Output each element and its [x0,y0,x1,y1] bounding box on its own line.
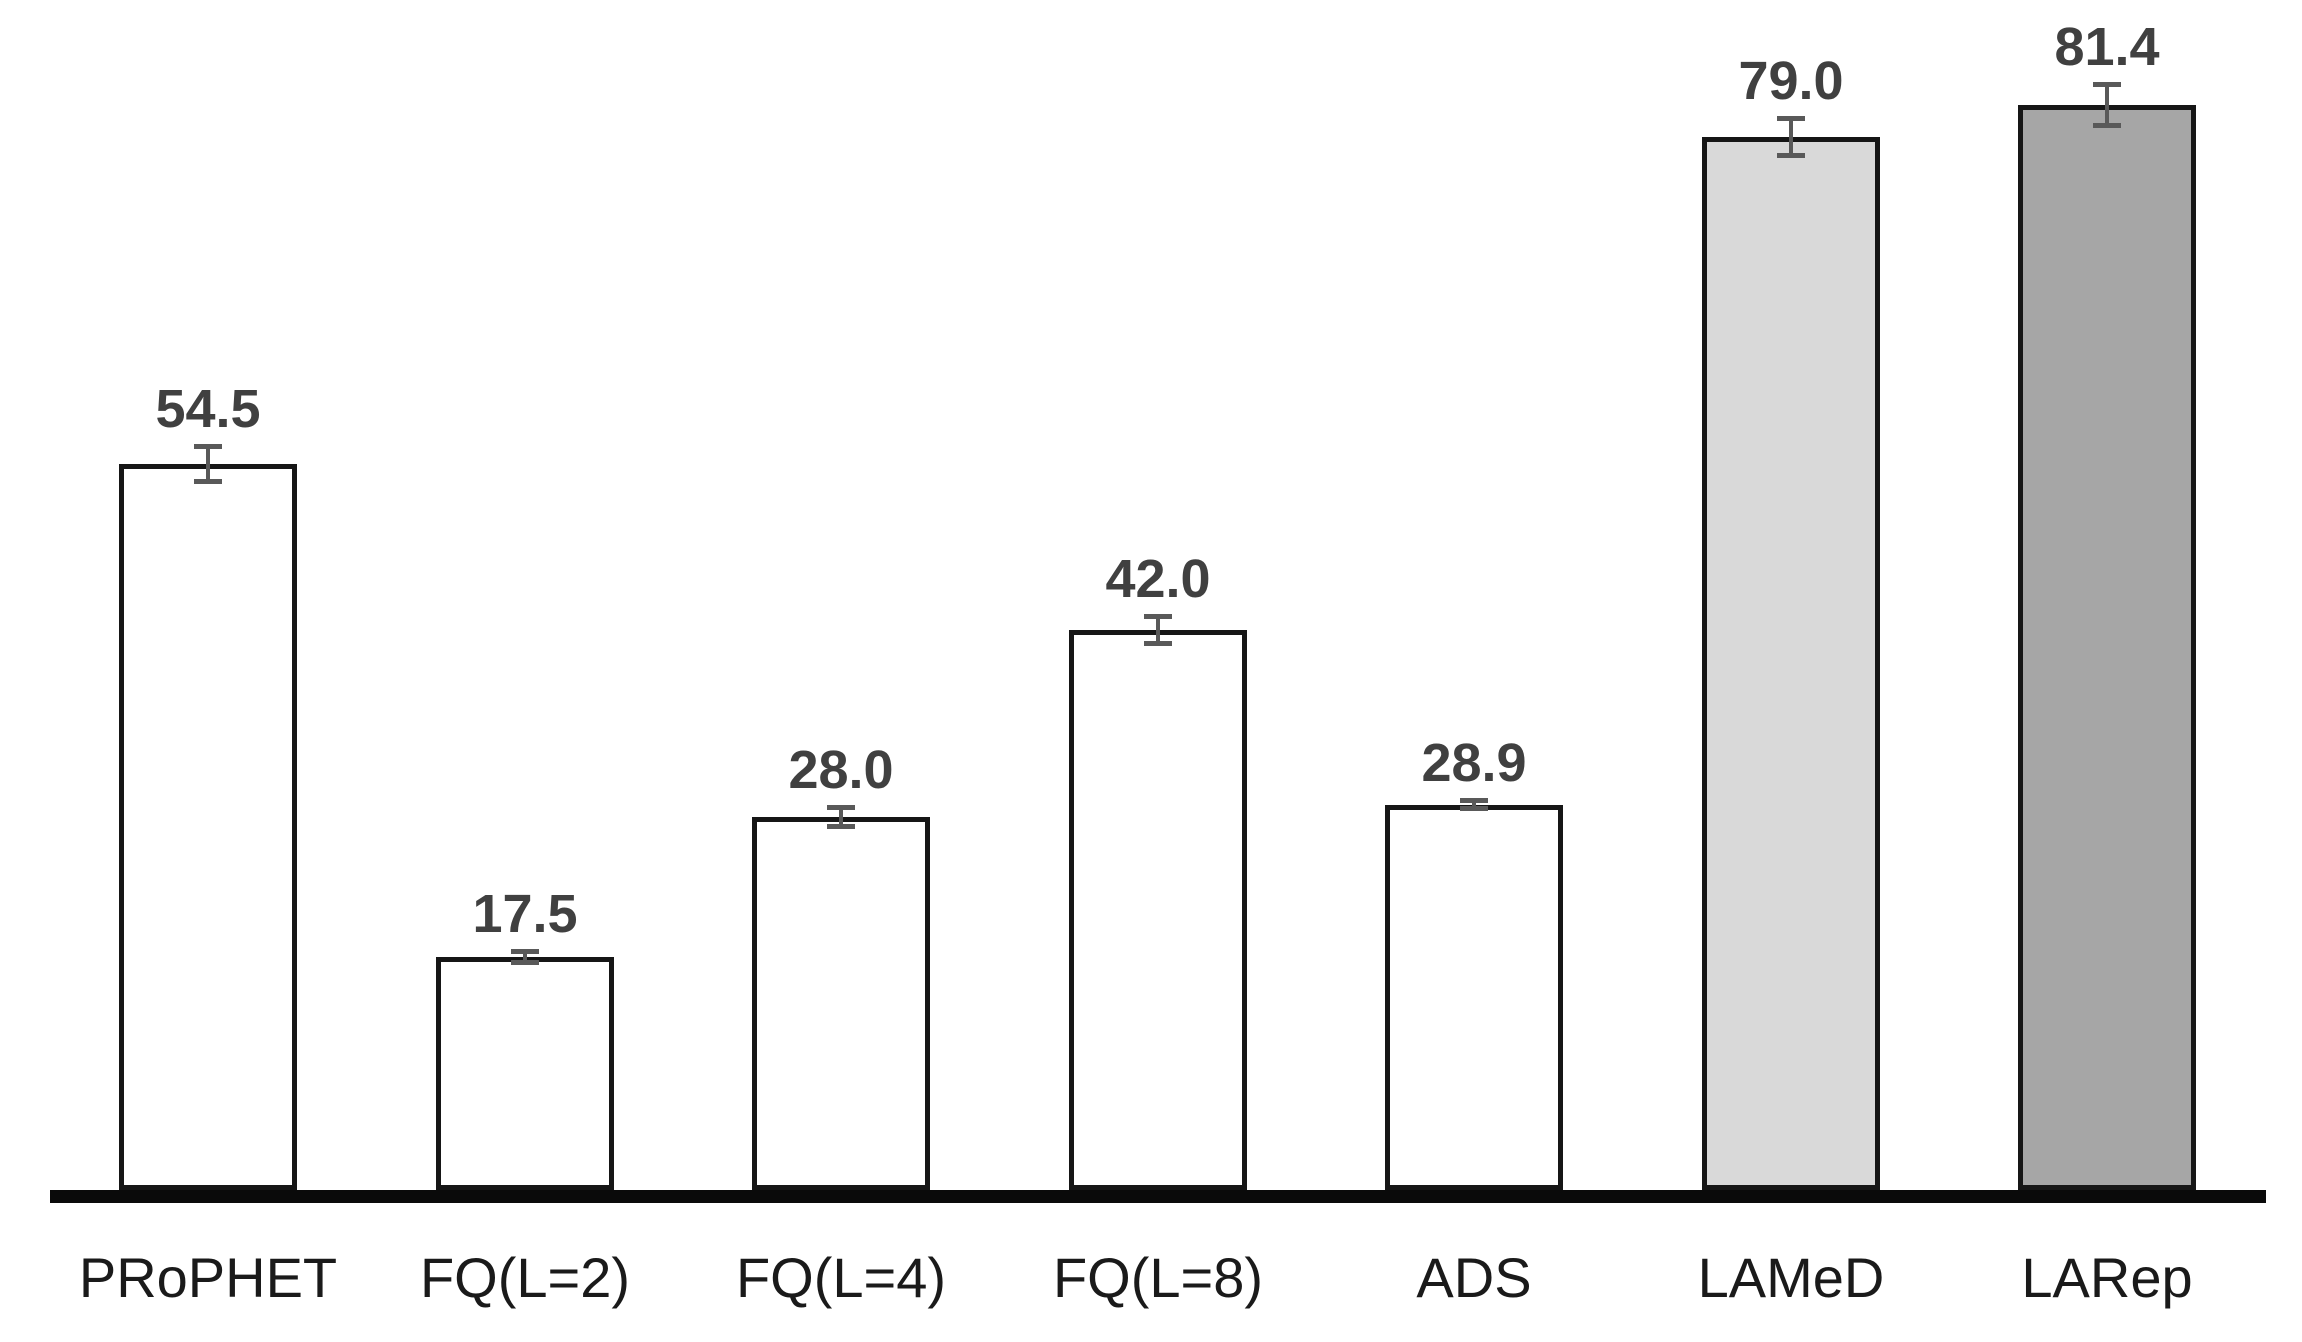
error-bar-cap-bottom [1144,641,1172,647]
error-bar-cap-top [194,443,222,449]
category-label: ADS [1416,1246,1532,1309]
category-label: LARep [2021,1246,2193,1309]
value-label: 79.0 [1738,50,1844,111]
error-bar-whisker [523,948,527,965]
bar-prophet [119,463,297,1190]
error-bar-whisker [2105,82,2109,128]
error-bar-cap-top [2093,82,2121,88]
bar-lamed [1702,136,1880,1190]
error-bar-cap-top [511,948,539,954]
error-bar-cap-bottom [511,959,539,965]
value-label: 42.0 [1105,549,1211,610]
bar-ads [1385,804,1563,1190]
error-bar-whisker [1789,115,1793,159]
error-bar-cap-top [1144,614,1172,620]
error-bar-cap-top [1777,115,1805,121]
bar-fq-l-4 [752,816,930,1190]
x-axis-line [50,1190,2266,1203]
category-label: FQ(L=2) [419,1246,631,1309]
error-bar-whisker [1472,798,1476,812]
value-label: 81.4 [2054,17,2160,78]
category-label: LAMeD [1697,1246,1885,1309]
value-label: 17.5 [472,883,578,944]
category-label: FQ(L=8) [1052,1246,1264,1309]
category-label: FQ(L=4) [735,1246,947,1309]
error-bar-cap-bottom [194,478,222,484]
error-bar-cap-top [1460,798,1488,804]
category-label: PRoPHET [78,1246,338,1309]
error-bar-cap-bottom [1777,153,1805,159]
value-label: 28.9 [1421,733,1527,794]
error-bar-cap-bottom [2093,122,2121,128]
bar-larep [2018,104,2196,1190]
bar-fq-l-8 [1069,630,1247,1190]
error-bar-whisker [1156,614,1160,647]
error-bar-whisker [206,443,210,484]
error-bar-cap-bottom [827,823,855,829]
error-bar-cap-top [827,804,855,810]
error-bar-cap-bottom [1460,806,1488,812]
error-bar-whisker [839,804,843,829]
value-label: 54.5 [155,378,261,439]
bar-fq-l-2 [436,956,614,1190]
value-label: 28.0 [788,739,894,800]
